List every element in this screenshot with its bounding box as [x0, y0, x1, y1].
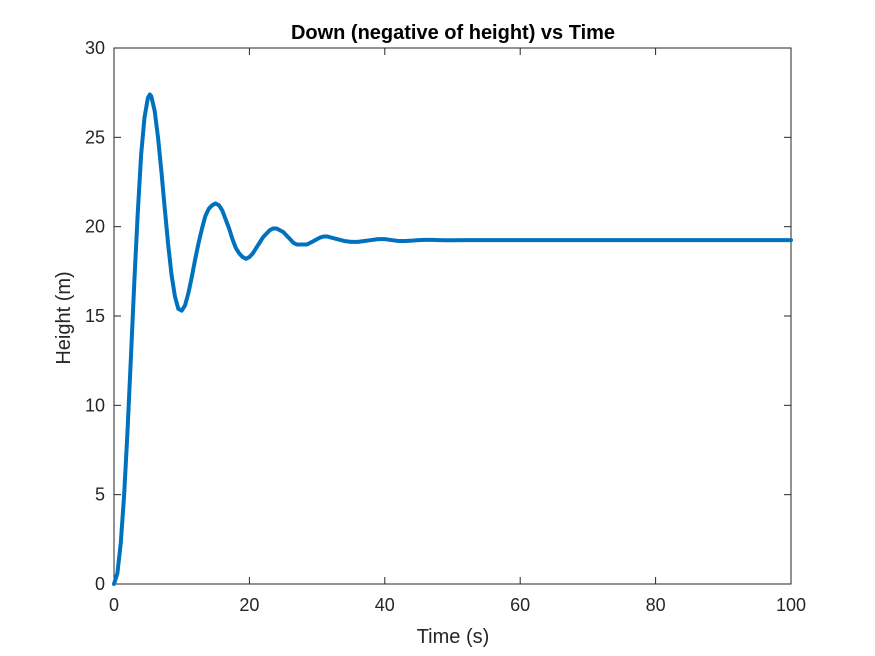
x-tick-label: 80 [646, 595, 666, 615]
y-tick-label: 5 [95, 485, 105, 505]
x-tick-label: 20 [239, 595, 259, 615]
y-tick-label: 15 [85, 306, 105, 326]
y-tick-label: 0 [95, 574, 105, 594]
x-tick-label: 0 [109, 595, 119, 615]
x-axis-label: Time (s) [417, 626, 490, 648]
axes-box [113, 47, 792, 585]
y-tick-label: 30 [85, 38, 105, 58]
y-tick-label: 25 [85, 127, 105, 147]
plot-area: 0 20 40 60 80 100 0 5 10 15 20 25 30 [85, 38, 806, 615]
y-tick-label: 20 [85, 217, 105, 237]
x-tick-label: 40 [375, 595, 395, 615]
y-axis-label: Height (m) [53, 271, 75, 364]
chart-title: Down (negative of height) vs Time [291, 22, 615, 44]
x-tick-label: 100 [776, 595, 806, 615]
x-tick-label: 60 [510, 595, 530, 615]
y-tick-label: 10 [85, 395, 105, 415]
series-line [112, 92, 793, 586]
